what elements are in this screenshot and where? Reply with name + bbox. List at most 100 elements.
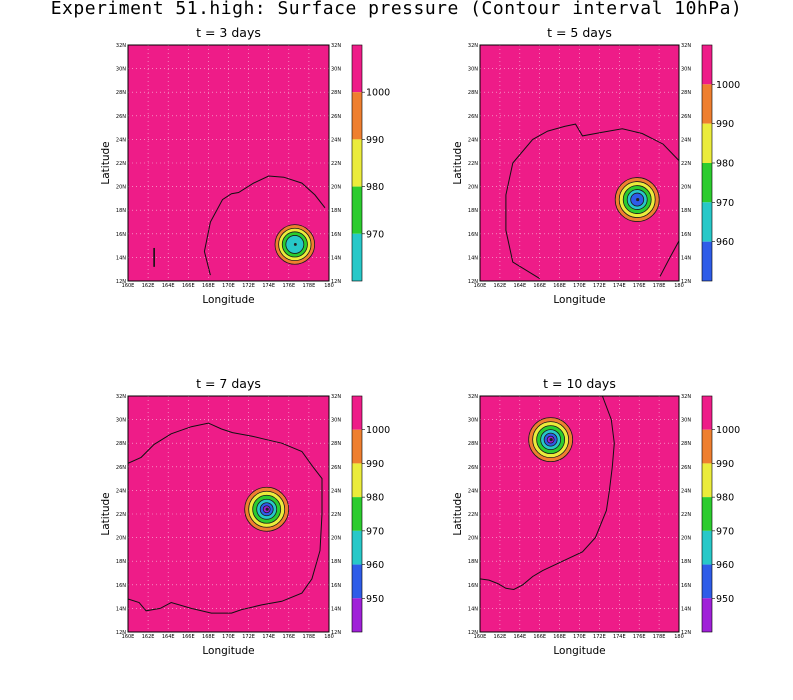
y-tick-label-right: 20N bbox=[681, 185, 691, 191]
colorbar-segment bbox=[702, 429, 712, 464]
plot-frame bbox=[479, 44, 680, 282]
x-tick-label: 180 bbox=[674, 283, 684, 289]
y-tick-label-left: 28N bbox=[468, 441, 478, 447]
y-tick-label-left: 32N bbox=[468, 43, 478, 49]
y-tick-label-left: 30N bbox=[468, 67, 478, 73]
x-tick-label: 180 bbox=[324, 634, 334, 640]
tick-labels: 160E 162E 164E 166E 168E 170E 172E 174E 176E 178E… bbox=[116, 43, 341, 289]
panel-title: t = 3 days bbox=[196, 25, 261, 40]
y-tick-label-right: 24N bbox=[681, 137, 691, 143]
low-center-mark bbox=[549, 438, 553, 442]
y-tick-label-left: 30N bbox=[116, 418, 126, 424]
x-tick-label: 166E bbox=[182, 283, 195, 289]
colorbar-label: 990 bbox=[716, 119, 734, 130]
plot-frame bbox=[127, 395, 330, 633]
tick-labels: 160E 162E 164E 166E 168E 170E 172E 174E 176E 178E… bbox=[116, 394, 341, 640]
y-tick-label-left: 22N bbox=[468, 161, 478, 167]
x-tick-label: 170E bbox=[573, 634, 586, 640]
colorbar-label: 970 bbox=[716, 198, 734, 209]
y-tick-label-left: 18N bbox=[116, 208, 126, 214]
x-tick-label: 172E bbox=[593, 283, 606, 289]
x-tick-label: 174E bbox=[262, 283, 275, 289]
y-tick-label-right: 28N bbox=[681, 441, 691, 447]
colorbar-segment bbox=[702, 84, 712, 124]
colorbar-segment bbox=[352, 598, 362, 632]
x-tick-label: 168E bbox=[202, 634, 215, 640]
y-tick-label-right: 18N bbox=[681, 208, 691, 214]
y-tick-label-left: 30N bbox=[468, 418, 478, 424]
y-tick-label-left: 20N bbox=[116, 185, 126, 191]
y-axis-label: Latitude bbox=[100, 492, 112, 535]
colorbar-segment bbox=[702, 463, 712, 498]
panel-2: 160E 162E 164E 166E 168E 170E 172E 174E 176E 178E… bbox=[452, 25, 740, 306]
y-tick-label-right: 24N bbox=[331, 137, 341, 143]
x-tick-label: 178E bbox=[303, 634, 316, 640]
low-center-mark bbox=[293, 242, 297, 246]
colorbar-segment bbox=[352, 186, 362, 234]
colorbar-segment bbox=[352, 497, 362, 531]
colorbar-label: 990 bbox=[366, 135, 384, 146]
colorbar-segment bbox=[702, 396, 712, 430]
colorbar-label: 1000 bbox=[366, 425, 390, 436]
colorbar-frame bbox=[701, 395, 713, 633]
x-tick-label: 170E bbox=[573, 283, 586, 289]
x-tick-label: 174E bbox=[262, 634, 275, 640]
colorbar-segment bbox=[352, 45, 362, 93]
x-tick-label: 172E bbox=[593, 634, 606, 640]
y-tick-label-left: 26N bbox=[116, 465, 126, 471]
colorbar-label: 1000 bbox=[366, 88, 390, 99]
x-tick-label: 162E bbox=[494, 634, 507, 640]
y-tick-label-left: 12N bbox=[116, 630, 126, 636]
x-tick-label: 180 bbox=[324, 283, 334, 289]
x-tick-label: 170E bbox=[222, 634, 235, 640]
y-tick-label-left: 22N bbox=[116, 512, 126, 518]
x-tick-label: 172E bbox=[242, 283, 255, 289]
y-tick-label-left: 28N bbox=[116, 90, 126, 96]
contour-line-1010 bbox=[659, 240, 679, 277]
y-tick-label-left: 16N bbox=[468, 232, 478, 238]
y-tick-label-left: 30N bbox=[116, 67, 126, 73]
y-tick-label-left: 20N bbox=[468, 536, 478, 542]
y-tick-label-right: 26N bbox=[331, 465, 341, 471]
panel-title: t = 7 days bbox=[196, 376, 261, 391]
y-tick-label-left: 32N bbox=[468, 394, 478, 400]
colorbar-frame bbox=[351, 395, 363, 633]
x-axis-label: Longitude bbox=[553, 645, 605, 657]
y-tick-label-right: 30N bbox=[681, 67, 691, 73]
x-tick-label: 164E bbox=[162, 283, 175, 289]
y-tick-label-left: 24N bbox=[468, 488, 478, 494]
y-tick-label-left: 22N bbox=[116, 161, 126, 167]
grid-lines bbox=[480, 45, 679, 281]
colorbar-label: 980 bbox=[716, 493, 734, 504]
y-tick-label-right: 20N bbox=[331, 185, 341, 191]
x-tick-label: 162E bbox=[494, 283, 507, 289]
y-tick-label-right: 14N bbox=[331, 606, 341, 612]
x-axis-label: Longitude bbox=[553, 294, 605, 306]
figure-title: Experiment 51.high: Surface pressure (Co… bbox=[50, 0, 743, 19]
colorbar: 1000 990 980 970 960 950 bbox=[701, 395, 740, 633]
colorbar-label: 970 bbox=[716, 526, 734, 537]
contour-line-1010 bbox=[505, 123, 679, 280]
colorbar-segment bbox=[352, 429, 362, 464]
y-tick-label-left: 16N bbox=[468, 583, 478, 589]
y-tick-label-right: 28N bbox=[681, 90, 691, 96]
y-tick-label-left: 14N bbox=[116, 255, 126, 261]
colorbar-label: 970 bbox=[366, 526, 384, 537]
y-tick-label-right: 28N bbox=[331, 90, 341, 96]
x-tick-label: 164E bbox=[513, 634, 526, 640]
x-tick-label: 160E bbox=[122, 634, 135, 640]
colorbar-segment bbox=[352, 564, 362, 599]
x-tick-label: 178E bbox=[653, 634, 666, 640]
colorbar-segment bbox=[702, 564, 712, 599]
x-tick-label: 160E bbox=[122, 283, 135, 289]
x-tick-label: 174E bbox=[613, 283, 626, 289]
y-tick-label-right: 18N bbox=[331, 559, 341, 565]
y-tick-label-left: 18N bbox=[116, 559, 126, 565]
x-tick-label: 164E bbox=[513, 283, 526, 289]
colorbar-label: 1000 bbox=[716, 425, 740, 436]
y-tick-label-left: 20N bbox=[468, 185, 478, 191]
y-tick-label-right: 30N bbox=[331, 418, 341, 424]
colorbar: 1000 990 980 970 bbox=[351, 44, 390, 282]
panel-1: 160E 162E 164E 166E 168E 170E 172E 174E 176E 178E… bbox=[100, 25, 390, 306]
colorbar-label: 980 bbox=[366, 493, 384, 504]
